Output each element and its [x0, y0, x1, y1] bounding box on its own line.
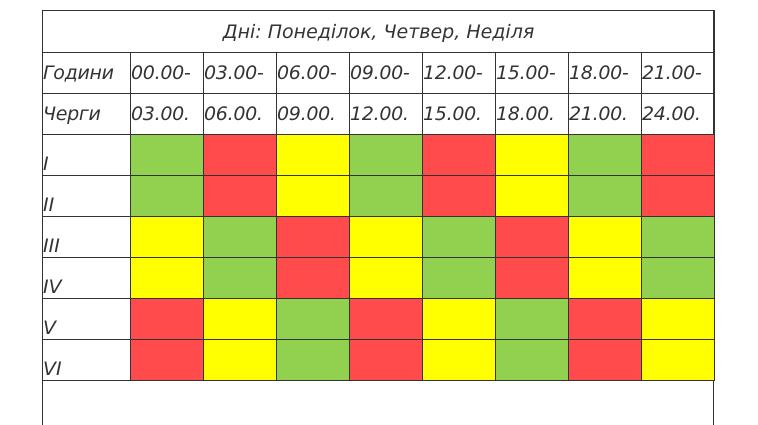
status-cell-green — [276, 339, 350, 381]
status-cell-yellow — [568, 216, 642, 258]
status-cell-red — [422, 134, 496, 176]
outage-schedule-table: Дні: Понеділок, Четвер, Неділя Години 00… — [41, 10, 716, 381]
status-cell-green — [568, 134, 642, 176]
status-cell-red — [130, 339, 204, 381]
queue-row: III — [42, 216, 716, 258]
status-cell-green — [276, 298, 350, 340]
status-cell-red — [276, 216, 350, 258]
slot-start: 06.00- — [276, 52, 350, 94]
status-cell-yellow — [422, 298, 496, 340]
status-cell-red — [495, 216, 569, 258]
queue-row: V — [42, 298, 716, 340]
queue-label: VI — [42, 339, 131, 381]
queue-row: I — [42, 134, 716, 176]
queue-label: II — [42, 175, 131, 217]
slot-start: 00.00- — [130, 52, 204, 94]
status-cell-green — [495, 339, 569, 381]
status-cell-red — [640, 134, 716, 176]
slot-end: 15.00. — [422, 93, 496, 135]
status-cell-yellow — [640, 339, 716, 381]
slot-end: 24.00. — [640, 93, 716, 135]
status-cell-yellow — [495, 175, 569, 217]
slot-end: 06.00. — [203, 93, 277, 135]
queues-label: Черги — [42, 93, 131, 135]
status-cell-green — [422, 257, 496, 299]
status-cell-green — [422, 216, 496, 258]
status-cell-yellow — [276, 134, 350, 176]
slot-end: 21.00. — [568, 93, 642, 135]
status-cell-red — [568, 339, 642, 381]
status-cell-red — [130, 298, 204, 340]
status-cell-yellow — [130, 216, 204, 258]
status-cell-green — [640, 257, 716, 299]
status-cell-red — [640, 175, 716, 217]
status-cell-yellow — [349, 257, 423, 299]
slot-end: 03.00. — [130, 93, 204, 135]
queue-row: VI — [42, 339, 716, 381]
slot-start: 15.00- — [495, 52, 569, 94]
slot-start: 21.00- — [640, 52, 716, 94]
slot-end: 12.00. — [349, 93, 423, 135]
status-cell-green — [568, 175, 642, 217]
slot-end: 09.00. — [276, 93, 350, 135]
status-cell-red — [276, 257, 350, 299]
slot-start: 12.00- — [422, 52, 496, 94]
status-cell-green — [203, 216, 277, 258]
slot-start: 03.00- — [203, 52, 277, 94]
queue-label: V — [42, 298, 131, 340]
status-cell-yellow — [349, 216, 423, 258]
status-cell-green — [203, 257, 277, 299]
status-cell-green — [349, 134, 423, 176]
queue-label: I — [42, 134, 131, 176]
status-cell-yellow — [203, 298, 277, 340]
status-cell-green — [130, 175, 204, 217]
status-cell-red — [349, 298, 423, 340]
queue-label: III — [42, 216, 131, 258]
status-cell-green — [640, 216, 716, 258]
status-cell-red — [568, 298, 642, 340]
status-cell-yellow — [422, 339, 496, 381]
status-cell-red — [203, 134, 277, 176]
status-cell-green — [349, 175, 423, 217]
status-cell-red — [422, 175, 496, 217]
status-cell-red — [495, 257, 569, 299]
status-cell-red — [203, 175, 277, 217]
slot-end: 18.00. — [495, 93, 569, 135]
status-cell-yellow — [568, 257, 642, 299]
status-cell-green — [130, 134, 204, 176]
status-cell-yellow — [130, 257, 204, 299]
status-cell-yellow — [640, 298, 716, 340]
hours-label: Години — [42, 52, 131, 94]
queue-row: II — [42, 175, 716, 217]
status-cell-yellow — [276, 175, 350, 217]
status-cell-yellow — [495, 134, 569, 176]
status-cell-yellow — [203, 339, 277, 381]
status-cell-green — [495, 298, 569, 340]
slot-start: 18.00- — [568, 52, 642, 94]
queue-row: IV — [42, 257, 716, 299]
table-title: Дні: Понеділок, Четвер, Неділя — [41, 10, 716, 53]
queue-label: IV — [42, 257, 131, 299]
status-cell-red — [349, 339, 423, 381]
slot-start: 09.00- — [349, 52, 423, 94]
